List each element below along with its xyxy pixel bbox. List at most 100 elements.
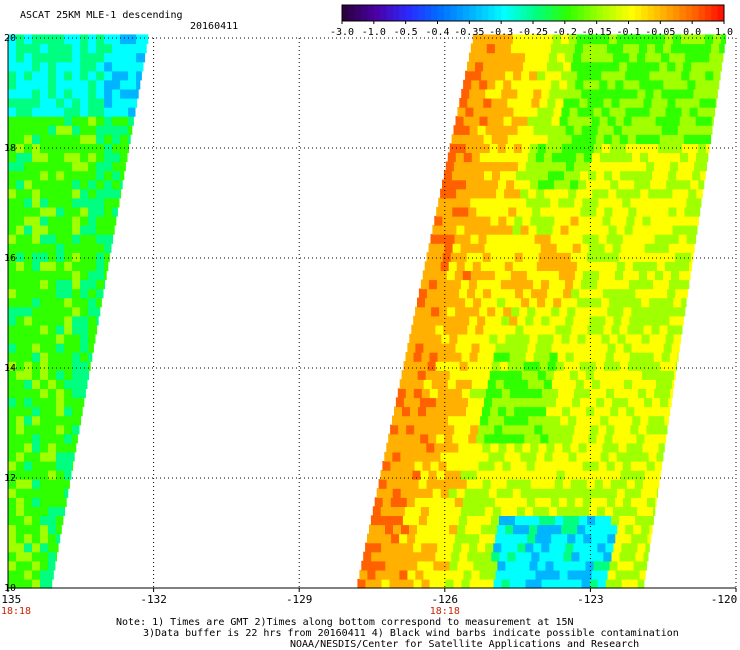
colorbar-segment xyxy=(552,5,559,21)
swath-pixel xyxy=(80,297,89,308)
swath-pixel xyxy=(128,34,137,45)
swath-pixel xyxy=(549,352,559,362)
swath-pixel xyxy=(611,134,621,144)
swath-pixel xyxy=(551,306,560,317)
swath-pixel xyxy=(120,61,129,72)
swath-pixel xyxy=(481,143,491,153)
swath-pixel xyxy=(88,243,97,253)
swath-pixel xyxy=(474,252,484,262)
swath-pixel xyxy=(641,370,651,380)
swath-pixel xyxy=(597,88,606,99)
swath-pixel xyxy=(64,179,73,190)
swath-pixel xyxy=(56,206,65,217)
swath-pixel xyxy=(664,152,673,163)
swath-pixel xyxy=(444,433,453,444)
swath-pixel xyxy=(40,533,49,544)
swath-pixel xyxy=(601,370,611,380)
swath-pixel xyxy=(56,461,65,471)
swath-pixel xyxy=(571,98,580,108)
swath-pixel xyxy=(480,261,490,271)
swath-pixel xyxy=(498,215,507,226)
colorbar-segment xyxy=(469,5,477,21)
swath-pixel xyxy=(40,461,49,471)
swath-pixel xyxy=(599,306,608,317)
swath-pixel xyxy=(40,433,49,444)
swath-pixel xyxy=(518,234,528,244)
swath-pixel xyxy=(88,61,97,72)
swath-pixel xyxy=(563,515,572,526)
swath-pixel xyxy=(648,488,658,498)
swath-pixel xyxy=(56,361,65,371)
swath-pixel xyxy=(64,234,73,244)
x-tick-label: -129 xyxy=(286,593,313,606)
swath-pixel xyxy=(590,161,599,172)
swath-pixel xyxy=(489,297,498,308)
swath-pixel xyxy=(631,116,641,126)
swath-pixel xyxy=(591,152,601,163)
swath-pixel xyxy=(48,560,56,571)
swath-pixel xyxy=(48,361,57,371)
swath-pixel xyxy=(578,406,587,417)
swath-pixel xyxy=(624,225,634,235)
swath-pixel xyxy=(32,179,41,190)
swath-pixel xyxy=(497,333,506,344)
swath-pixel xyxy=(676,243,686,253)
swath-pixel xyxy=(32,297,41,308)
swath-pixel xyxy=(473,70,482,81)
swath-pixel xyxy=(64,34,73,45)
swath-pixel xyxy=(657,70,666,81)
swath-pixel xyxy=(659,324,669,335)
swath-pixel xyxy=(609,524,618,535)
swath-pixel xyxy=(577,524,586,535)
swath-pixel xyxy=(441,370,451,380)
swath-pixel xyxy=(520,451,530,462)
swath-pixel xyxy=(613,125,623,135)
swath-pixel xyxy=(670,388,673,399)
swath-pixel xyxy=(583,79,592,90)
colorbar-segment xyxy=(698,5,706,21)
swath-pixel xyxy=(459,361,469,371)
swath-pixel xyxy=(48,506,57,516)
swath-pixel xyxy=(645,542,650,553)
swath-pixel xyxy=(104,252,110,262)
swath-pixel xyxy=(514,252,524,262)
swath-pixel xyxy=(668,206,678,217)
swath-pixel xyxy=(637,315,646,326)
swath-pixel xyxy=(508,433,517,444)
swath-pixel xyxy=(446,270,456,281)
swath-pixel xyxy=(72,379,81,389)
swath-pixel xyxy=(653,279,662,290)
swath-pixel xyxy=(431,533,440,544)
swath-pixel xyxy=(607,152,617,163)
swath-pixel xyxy=(48,488,57,498)
swath-pixel xyxy=(461,88,470,99)
swath-pixel xyxy=(88,234,97,244)
swath-pixel xyxy=(8,506,17,516)
swath-pixel xyxy=(648,188,657,199)
swath-pixel xyxy=(566,197,575,208)
swath-pixel xyxy=(481,107,490,117)
swath-pixel xyxy=(384,488,394,498)
swath-pixel xyxy=(64,88,73,99)
swath-pixel xyxy=(641,333,651,344)
swath-pixel xyxy=(634,479,644,489)
colorbar-segment xyxy=(654,5,661,21)
swath-pixel xyxy=(482,215,491,226)
swath-pixel xyxy=(510,197,519,208)
swath-pixel xyxy=(144,52,146,63)
swath-pixel xyxy=(359,569,368,580)
swath-pixel xyxy=(501,125,511,135)
swath-pixel xyxy=(375,533,384,544)
swath-pixel xyxy=(543,79,552,90)
swath-pixel xyxy=(8,397,17,408)
swath-pixel xyxy=(557,506,566,516)
swath-pixel xyxy=(472,261,482,271)
swath-pixel xyxy=(465,70,474,81)
swath-pixel xyxy=(80,61,89,72)
swath-pixel xyxy=(492,170,501,181)
swath-pixel xyxy=(445,388,455,399)
swath-pixel xyxy=(561,333,571,344)
swath-pixel xyxy=(430,234,440,244)
swath-pixel xyxy=(451,324,460,335)
swath-pixel xyxy=(48,179,57,190)
